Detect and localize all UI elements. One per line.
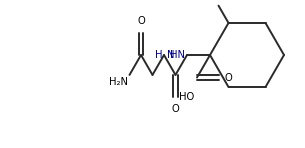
- Text: O: O: [172, 104, 179, 114]
- Text: H₂N: H₂N: [109, 77, 127, 87]
- Text: O: O: [224, 73, 232, 83]
- Text: O: O: [137, 16, 145, 26]
- Text: N: N: [167, 50, 174, 60]
- Text: HO: HO: [179, 91, 194, 102]
- Text: HN: HN: [170, 50, 185, 60]
- Text: H: H: [155, 50, 162, 60]
